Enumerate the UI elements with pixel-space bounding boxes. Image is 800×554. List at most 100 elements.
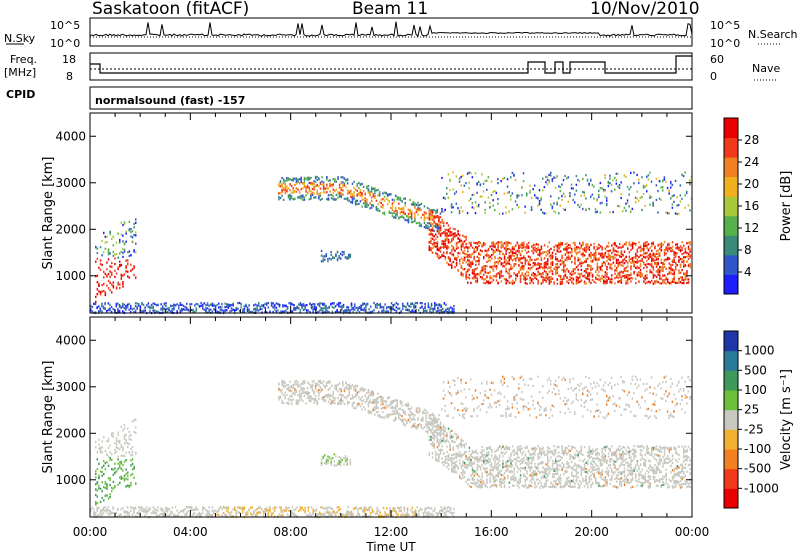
echo-cell [639, 250, 642, 253]
echo-cell [505, 259, 507, 262]
echo-cell [295, 182, 298, 185]
echo-cell [104, 450, 107, 453]
echo-cell [251, 506, 254, 509]
echo-cell [497, 281, 499, 284]
echo-cell [503, 254, 506, 257]
echo-cell [460, 266, 463, 269]
echo-cell [636, 254, 639, 257]
echo-cell [227, 305, 230, 308]
echo-cell [392, 305, 394, 308]
echo-cell [478, 203, 480, 207]
echo-cell [551, 257, 554, 260]
echo-cell [524, 211, 526, 214]
echo-cell [649, 263, 651, 266]
echo-cell [338, 194, 341, 197]
echo-cell [575, 189, 578, 192]
echo-cell [444, 234, 447, 237]
echo-cell [657, 211, 659, 214]
echo-cell [446, 252, 448, 255]
echo-cell [444, 209, 446, 212]
echo-cell [434, 508, 436, 511]
echo-cell [446, 307, 449, 310]
echo-cell [178, 307, 180, 310]
echo-cell [564, 273, 567, 276]
echo-cell [390, 510, 393, 513]
echo-cell [338, 183, 341, 186]
echo-cell [168, 514, 170, 517]
echo-cell [564, 248, 567, 251]
echo-cell [497, 249, 499, 252]
echo-cell [487, 256, 490, 260]
echo-cell [104, 241, 107, 244]
echo-cell [413, 511, 415, 514]
echo-cell [563, 266, 565, 269]
echo-cell [119, 481, 121, 484]
echo-cell [346, 199, 349, 202]
echo-cell [636, 173, 638, 177]
echo-cell [486, 179, 488, 182]
echo-cell [431, 228, 434, 231]
echo-cell [99, 470, 102, 473]
echo-cell [510, 281, 512, 284]
echo-cell [535, 243, 538, 246]
echo-cell [633, 182, 635, 185]
echo-cell [420, 224, 422, 228]
echo-cell [542, 251, 544, 255]
echo-cell [258, 304, 260, 307]
echo-cell [487, 249, 490, 252]
echo-cell [449, 260, 451, 263]
echo-cell [529, 184, 531, 187]
echo-cell [484, 254, 487, 257]
echo-cell [285, 309, 287, 312]
echo-cell [587, 247, 589, 250]
echo-cell [529, 191, 531, 194]
echo-cell [224, 306, 226, 309]
echo-cell [668, 262, 671, 265]
echo-cell [429, 512, 431, 515]
echo-cell [441, 253, 443, 256]
echo-cell [619, 273, 621, 276]
echo-cell [281, 194, 283, 197]
echo-cell [618, 184, 621, 187]
echo-cell [459, 252, 461, 255]
echo-cell [599, 202, 602, 205]
echo-cell [508, 210, 510, 213]
echo-cell [537, 257, 539, 260]
echo-cell [428, 218, 431, 221]
echo-cell [668, 192, 670, 195]
echo-cell [170, 513, 172, 516]
echo-cell [631, 257, 634, 260]
echo-cell [445, 309, 447, 312]
echo-cell [682, 174, 685, 178]
echo-cell [165, 513, 167, 516]
echo-cell [374, 187, 376, 190]
echo-cell [537, 204, 539, 207]
echo-cell [617, 258, 619, 261]
echo-cell [526, 270, 528, 273]
echo-cell [540, 282, 543, 285]
echo-cell [407, 219, 410, 222]
echo-cell [564, 195, 566, 198]
echo-cell [340, 187, 342, 190]
echo-cell [521, 257, 523, 260]
echo-cell [507, 241, 509, 244]
echo-cell [561, 281, 563, 284]
echo-cell [542, 272, 544, 275]
echo-cell [304, 511, 306, 514]
echo-cell [579, 258, 581, 261]
echo-cell [229, 304, 231, 308]
echo-cell [614, 242, 616, 245]
echo-cell [152, 506, 154, 509]
echo-cell [163, 303, 166, 306]
echo-cell [126, 506, 129, 509]
echo-cell [119, 252, 121, 255]
echo-cell [383, 191, 386, 194]
echo-cell [112, 254, 115, 257]
echo-cell [340, 188, 342, 191]
echo-cell [333, 510, 335, 513]
echo-cell [563, 263, 565, 266]
echo-cell [489, 201, 491, 204]
echo-cell [272, 512, 274, 515]
echo-cell [483, 265, 485, 269]
echo-cell [194, 508, 196, 511]
